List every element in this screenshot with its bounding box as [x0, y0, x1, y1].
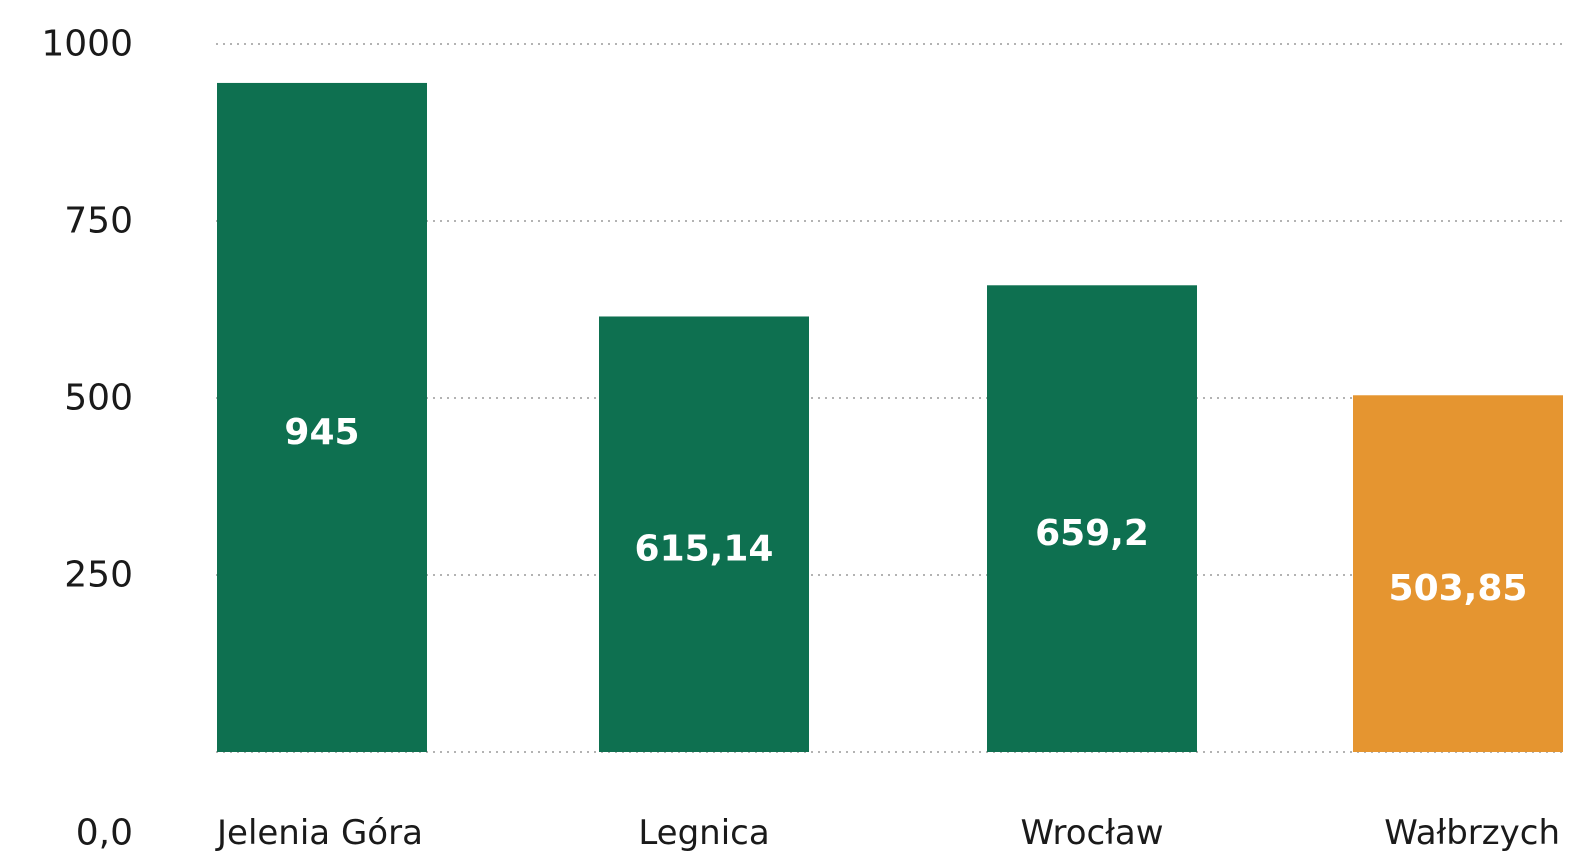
- bar-value-label: 615,14: [635, 529, 774, 570]
- bar-value-label: 659,2: [1035, 513, 1149, 554]
- bars: [217, 82, 1563, 752]
- y-tick-label: 250: [64, 555, 133, 596]
- y-tick-label: 750: [64, 201, 133, 242]
- bar-value-label: 503,85: [1389, 568, 1528, 609]
- bar: [217, 82, 427, 752]
- bar: [987, 285, 1197, 752]
- y-tick-label: 500: [64, 378, 133, 419]
- bar: [599, 316, 809, 752]
- y-axis-tick-labels: 1000 750 500 250 0,0: [41, 24, 133, 854]
- bar: [1353, 395, 1563, 752]
- y-tick-label: 0,0: [76, 813, 133, 854]
- x-axis-category-labels: Jelenia Góra Legnica Wrocław Wałbrzych: [215, 813, 1560, 853]
- x-category-label: Wałbrzych: [1384, 813, 1560, 853]
- x-category-label: Jelenia Góra: [215, 813, 423, 853]
- bar-value-label: 945: [284, 412, 359, 453]
- x-category-label: Wrocław: [1020, 813, 1163, 853]
- x-category-label: Legnica: [638, 813, 769, 853]
- gridlines: [216, 43, 1564, 753]
- y-tick-label: 1000: [41, 24, 133, 65]
- bar-value-labels: 945 615,14 659,2 503,85: [284, 412, 1527, 609]
